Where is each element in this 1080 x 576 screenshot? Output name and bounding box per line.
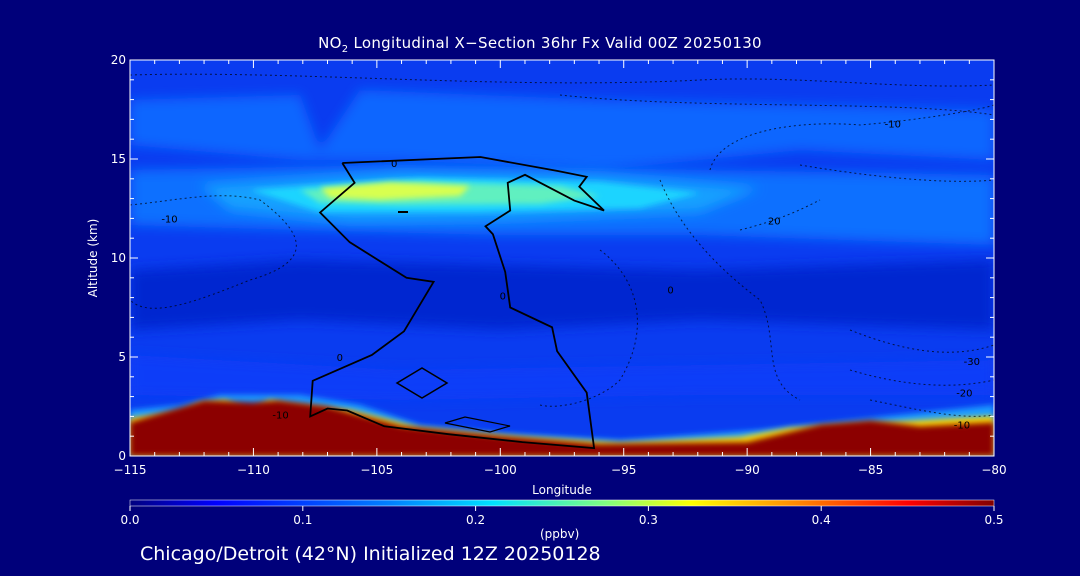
forecast-caption: Chicago/Detroit (42°N) Initialized 12Z 2… [140, 543, 601, 565]
colorbar [129, 499, 995, 507]
x-tick-label: −80 [981, 463, 1006, 477]
y-tick-label: 5 [118, 350, 126, 364]
title-species: NO [318, 34, 342, 52]
x-tick-label: −110 [237, 463, 270, 477]
contour-label: -10 [954, 420, 970, 431]
chart-title: NO2 Longitudinal X−Section 36hr Fx Valid… [0, 34, 1080, 55]
colorbar-tick-label: 0.3 [639, 513, 658, 527]
concentration-field [130, 60, 994, 456]
colorbar-tick-label: 0.0 [120, 513, 139, 527]
x-tick-label: −105 [360, 463, 393, 477]
title-text: Longitudinal X−Section 36hr Fx Valid 00Z… [348, 34, 762, 52]
y-tick-label: 10 [111, 251, 126, 265]
contour-label: -10 [885, 119, 901, 130]
x-tick-label: −115 [114, 463, 147, 477]
colorbar-tick-label: 0.1 [293, 513, 312, 527]
y-tick-label: 0 [118, 449, 126, 463]
x-axis-label: Longitude [532, 483, 592, 497]
y-tick-label: 15 [111, 152, 126, 166]
x-tick-label: −90 [734, 463, 759, 477]
contour-label: 0 [391, 159, 397, 170]
surface-max-band [130, 400, 994, 456]
colorbar-tick-label: 0.4 [812, 513, 831, 527]
small-contour-loop-2 [444, 416, 511, 433]
y-tick-label: 20 [111, 53, 126, 67]
colorbar-tick-label: 0.2 [466, 513, 485, 527]
contour-label: -10 [161, 214, 177, 225]
contour-label: -10 [272, 410, 288, 421]
x-tick-label: −85 [858, 463, 883, 477]
x-tick-label: −95 [611, 463, 636, 477]
contour-label: 0 [337, 353, 343, 364]
contour-label: -30 [964, 357, 980, 368]
y-axis-label: Altitude (km) [86, 219, 100, 298]
contour-lines [130, 73, 994, 417]
colorbar-tick-label: 0.5 [984, 513, 1003, 527]
small-contour-loop [395, 367, 449, 399]
y-axis: 0 5 10 15 20 [111, 53, 994, 463]
title-species-subscript: 2 [341, 44, 349, 55]
contour-label: -20 [956, 389, 972, 400]
zero-contour-line [309, 156, 605, 450]
contour-labels: 0 -10 -10 20 0 0 0 -10 -30 -20 -10 [161, 119, 980, 431]
x-tick-label: −100 [484, 463, 517, 477]
colorbar-ticks: 0.0 0.1 0.2 0.3 0.4 0.5 [120, 506, 1004, 527]
contour-label: 0 [500, 292, 506, 303]
colorbar-units: (ppbv) [540, 527, 580, 541]
x-axis: −115 −110 −105 −100 −95 −90 −85 −80 [114, 60, 1007, 477]
contour-label: 20 [768, 216, 781, 227]
contour-label: 0 [667, 286, 673, 297]
